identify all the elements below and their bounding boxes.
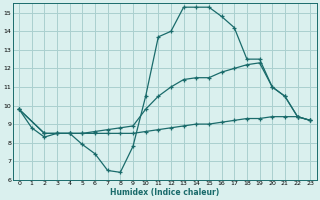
X-axis label: Humidex (Indice chaleur): Humidex (Indice chaleur) [110, 188, 219, 197]
